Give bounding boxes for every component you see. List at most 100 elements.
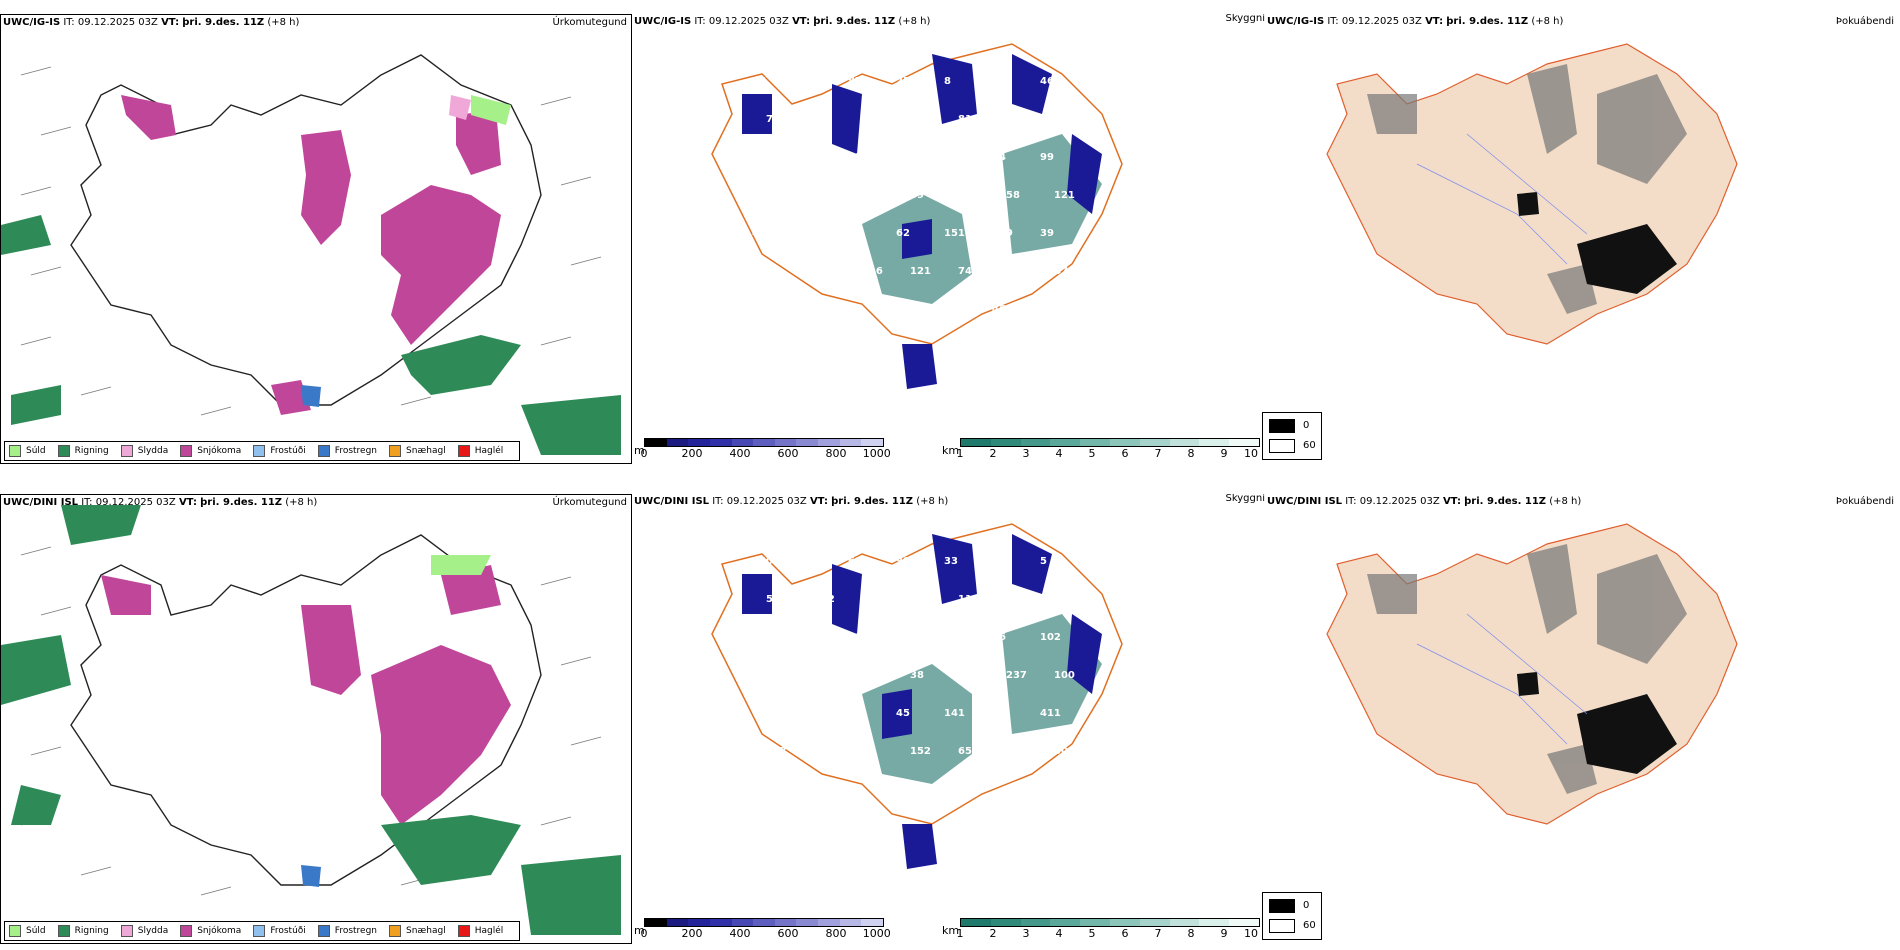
height-colorbar-row1: 0 200 400 600 800 1000 — [641, 438, 891, 460]
ceiling-value-label: 63 — [752, 632, 766, 643]
ceiling-value-label: 8 — [992, 556, 999, 567]
ceiling-value-label: 46 — [1040, 76, 1054, 87]
ceiling-value-label: 113 — [752, 304, 773, 315]
ceiling-value-label: 62 — [896, 228, 910, 239]
ceiling-value-label: 25 — [896, 76, 910, 87]
ceiling-value-label: 102 — [1040, 632, 1061, 643]
legend-item: Snæhagl — [389, 445, 446, 457]
ceiling-value-label: 151 — [944, 228, 965, 239]
ceiling-value-label: 39 — [910, 190, 924, 201]
height-unit: m — [634, 444, 645, 457]
precip-map-row1 — [1, 54, 621, 455]
ceiling-header-row2: UWC/DINI ISL IT: 09.12.2025 03Z VT: þri.… — [634, 496, 949, 507]
legend-item: Slydda — [120, 445, 168, 457]
height-colorbar-row2: 0 200 400 600 800 1000 — [641, 918, 891, 940]
ceiling-value-label: 39 — [1040, 228, 1054, 239]
ceiling-value-label: 50 — [1054, 746, 1068, 757]
ceiling-title-row1: Skyggni — [1225, 14, 1265, 24]
vt-label: VT: — [161, 17, 180, 28]
ceiling-value-label: 56 — [814, 266, 828, 277]
ceiling-value-label: 7 — [992, 76, 999, 87]
visibility-unit: km — [942, 924, 960, 937]
visibility-colorbar-row1: 1 2 3 4 5 6 7 8 9 10 — [957, 438, 1260, 460]
ceiling-value-label: 79 — [1054, 114, 1068, 125]
height-unit: m — [634, 924, 645, 937]
precip-header-row2: UWC/DINI ISL IT: 09.12.2025 03Z VT: þri.… — [3, 497, 318, 508]
ceiling-value-label: 46 — [992, 304, 1006, 315]
ceiling-value-label: 316 — [862, 266, 883, 277]
ceiling-value-label: 67 — [1054, 594, 1068, 605]
init-time: IT: 09.12.2025 03Z — [63, 17, 158, 28]
ceiling-value-label: 99 — [1040, 152, 1054, 163]
ceiling-value-label: 76 — [766, 670, 780, 681]
ceiling-value-label: 43 — [752, 152, 766, 163]
precip-title-row1: Úrkomutegund — [552, 17, 627, 28]
ceiling-value-label: 121 — [910, 266, 931, 277]
ceiling-value-label: 43 — [848, 784, 862, 795]
ceiling-value-label: 84 — [800, 708, 814, 719]
ceiling-value-label: 25 — [896, 784, 910, 795]
ceiling-value-label: 90 — [814, 114, 828, 125]
ceiling-value-label: 74 — [992, 152, 1006, 163]
legend-item: Snæhagl — [389, 925, 446, 937]
fog-map-row1 — [1326, 43, 1738, 345]
ceiling-value-label: 39 — [814, 746, 828, 757]
legend-item: Rigning — [57, 445, 109, 457]
fog-legend-row2: 0 60 — [1262, 892, 1322, 940]
legend-item: Frostregn — [317, 445, 377, 457]
ceiling-value-label: 47 — [1054, 266, 1068, 277]
ceiling-value-label: 46 — [992, 632, 1006, 643]
ceiling-value-label: 5 — [1040, 556, 1047, 567]
ceiling-value-label: 87 — [848, 76, 862, 87]
fog-header-row2: UWC/DINI ISL IT: 09.12.2025 03Z VT: þri.… — [1267, 496, 1582, 507]
ceiling-value-label: 58 — [800, 304, 814, 315]
ceiling-value-label: 68 — [862, 594, 876, 605]
fog-legend-row1: 0 60 — [1262, 412, 1322, 460]
ceiling-value-label: 65 — [752, 76, 766, 87]
ceiling-value-label: 65 — [958, 746, 972, 757]
visibility-unit: km — [942, 444, 960, 457]
ceiling-value-label: 195 — [1006, 266, 1027, 277]
ceiling-value-label: 41 — [752, 228, 766, 239]
ceiling-value-label: 70 — [766, 114, 780, 125]
ceiling-header-row1: UWC/IG-IS IT: 09.12.2025 03Z VT: þri. 9.… — [634, 16, 931, 27]
legend-item: Haglél — [457, 445, 503, 457]
precip-panel-row2: UWC/DINI ISL IT: 09.12.2025 03Z VT: þri.… — [0, 494, 632, 944]
ceiling-value-label: 60 — [896, 304, 910, 315]
ceiling-value-label: 152 — [910, 746, 931, 757]
ceiling-panel-row2: 160 67 69 99 33 8 5 56 102 68 53 119 65 67 63 55 60 50 61 4… — [632, 494, 1267, 944]
ceiling-value-label: 69 — [800, 76, 814, 87]
ceiling-value-label: 45 — [896, 708, 910, 719]
ceiling-value-label: 61 — [944, 632, 958, 643]
ceiling-value-label: 102 — [814, 594, 835, 605]
fog-panel-row1: UWC/IG-IS IT: 09.12.2025 03Z VT: þri. 9.… — [1267, 14, 1900, 464]
ceiling-title-row2: Skyggni — [1225, 494, 1265, 504]
ceiling-value-label: 73 — [800, 152, 814, 163]
ceiling-value-label: 65 — [1006, 594, 1020, 605]
precip-header-row1: UWC/IG-IS IT: 09.12.2025 03Z VT: þri. 9.… — [3, 17, 299, 28]
ceiling-value-label: 69 — [848, 556, 862, 567]
fog-title-row1: Þokuábendi — [1835, 16, 1894, 27]
precip-title-row2: Úrkomutegund — [552, 497, 627, 508]
ceiling-value-label: 58 — [1006, 190, 1020, 201]
ceiling-value-label: 53 — [910, 594, 924, 605]
ceiling-value-label: 53 — [958, 670, 972, 681]
ceiling-value-label: 48 — [800, 784, 814, 795]
ceiling-value-label: 38 — [910, 670, 924, 681]
ceiling-value-label: 81 — [896, 152, 910, 163]
ceiling-value-label: 99 — [896, 556, 910, 567]
ceiling-value-label: 50 — [896, 632, 910, 643]
ceiling-value-label: 99 — [766, 190, 780, 201]
ceiling-value-label: 147 — [766, 746, 787, 757]
ceiling-value-label: 100 — [1054, 670, 1075, 681]
precip-legend-row1: Súld Rigning Slydda Snjókoma Frostúði Fr… — [4, 441, 521, 461]
ceiling-value-label: 33 — [944, 556, 958, 567]
fog-title-row2: Þokuábendi — [1835, 496, 1894, 507]
ceiling-panel-row1: 65 69 87 25 8 7 46 70 90 58 62 81 5 79 43 73 119 81 15 74 99… — [632, 14, 1267, 464]
legend-item: Snjókoma — [180, 445, 241, 457]
ceiling-value-label: 237 — [1006, 670, 1027, 681]
ceiling-value-label: 210 — [800, 228, 821, 239]
model-name: UWC/IG-IS — [3, 17, 61, 28]
ceiling-value-label: 62 — [910, 114, 924, 125]
